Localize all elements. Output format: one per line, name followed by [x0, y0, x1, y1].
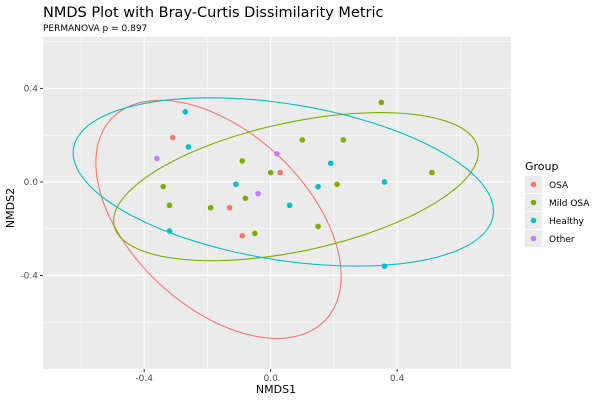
- x-tick-label: -0.4: [135, 374, 153, 384]
- point-series-1-11: [378, 99, 385, 106]
- point-series-1-8: [315, 223, 321, 230]
- point-series-0-0: [169, 134, 176, 141]
- point-series-1-6: [267, 169, 274, 176]
- point-series-0-1: [226, 204, 233, 211]
- point-series-3-2: [274, 151, 280, 157]
- legend-title: Group: [525, 160, 559, 173]
- point-series-2-0: [166, 228, 173, 234]
- point-series-0-3: [277, 169, 283, 176]
- legend-label: Mild OSA: [549, 199, 590, 209]
- y-tick-label: 0.4: [24, 84, 39, 94]
- plot-panel: [43, 37, 511, 370]
- point-series-1-12: [429, 169, 435, 176]
- panel-background: [43, 37, 511, 369]
- y-tick-label: -0.4: [20, 271, 38, 281]
- point-series-1-2: [207, 204, 214, 211]
- point-series-2-2: [185, 144, 192, 150]
- x-tick-label: 0.4: [390, 374, 405, 384]
- legend-key-point: [530, 217, 537, 224]
- point-series-1-3: [239, 158, 246, 164]
- point-series-1-10: [340, 137, 347, 143]
- y-tick-label: 0.0: [24, 178, 39, 188]
- point-series-1-4: [242, 195, 249, 202]
- point-series-0-2: [239, 232, 246, 239]
- point-series-2-8: [381, 263, 388, 269]
- y-axis-title: NMDS2: [4, 188, 17, 228]
- chart-title: NMDS Plot with Bray-Curtis Dissimilarity…: [43, 5, 384, 21]
- point-series-1-1: [166, 202, 173, 209]
- legend-key-point: [530, 199, 537, 206]
- x-axis-title: NMDS1: [256, 383, 296, 396]
- point-series-2-7: [381, 179, 388, 185]
- ellipse-series-0: [95, 99, 342, 339]
- legend: Group OSA Mild OSA Healthy Other: [525, 160, 590, 247]
- point-series-1-0: [160, 183, 166, 190]
- point-series-2-4: [286, 202, 293, 209]
- point-series-1-7: [299, 137, 306, 143]
- point-series-3-0: [154, 155, 160, 162]
- chart-subtitle: PERMANOVA p = 0.897: [43, 24, 147, 34]
- point-series-2-3: [233, 181, 239, 188]
- point-series-3-1: [255, 190, 261, 197]
- point-series-2-1: [182, 109, 189, 115]
- confidence-ellipses: [72, 97, 495, 339]
- legend-label: Other: [549, 235, 575, 245]
- point-series-2-6: [327, 160, 334, 167]
- legend-label: OSA: [549, 181, 569, 191]
- ellipse-series-2: [72, 97, 495, 267]
- point-series-1-5: [252, 230, 258, 237]
- legend-key-point: [530, 235, 537, 242]
- legend-label: Healthy: [549, 217, 585, 227]
- ellipse-series-1: [113, 112, 479, 262]
- data-points: [154, 99, 435, 269]
- axes: -0.4 0.0 0.4 -0.4 0.0 0.4: [20, 84, 404, 384]
- point-series-1-9: [334, 181, 340, 188]
- x-tick-label: 0.0: [264, 374, 279, 384]
- legend-key-point: [530, 181, 537, 188]
- point-series-2-5: [315, 183, 321, 190]
